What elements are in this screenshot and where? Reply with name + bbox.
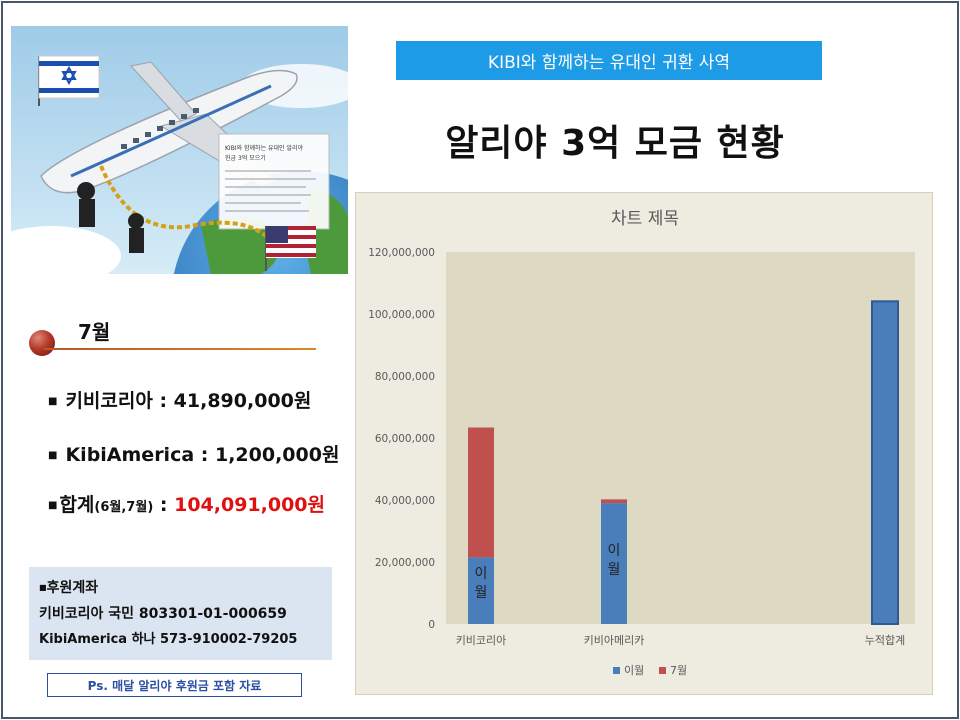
aliyah-illustration: KIBI와 함께하는 유대인 알리야 헌금 3억 모으기 (11, 26, 348, 274)
ministry-banner: KIBI와 함께하는 유대인 귀환 사역 (396, 41, 822, 80)
legend-swatch (659, 667, 666, 674)
svg-text:헌금 3억 모으기: 헌금 3억 모으기 (225, 154, 266, 162)
stat-america: ■ KibiAmerica : 1,200,000원 (48, 440, 339, 467)
y-tick-label: 0 (428, 619, 435, 631)
x-axis: 키비코리아 키비아메리카 누적합계 (456, 634, 906, 647)
usa-flag-icon (265, 226, 316, 271)
chart-title: 차트 제목 (611, 209, 679, 229)
stat-america-text: KibiAmerica : 1,200,000원 (65, 444, 340, 466)
note-box: Ps. 매달 알리야 후원금 포함 자료 (47, 673, 302, 697)
plot-area (446, 252, 915, 624)
bullet-icon: ■ (48, 396, 58, 407)
total-label: 합계 (59, 494, 95, 516)
y-tick-label: 40,000,000 (375, 495, 435, 507)
data-label: 이 (608, 543, 621, 559)
chart-svg: 차트 제목 0 20,000,000 40,000,000 60,000,000 80,… (368, 209, 915, 677)
data-label: 월 (608, 562, 621, 578)
legend-swatch (613, 667, 620, 674)
bar-이월 (871, 300, 899, 625)
x-tick-label: 누적합계 (865, 634, 905, 647)
account-america: KibiAmerica 하나 573-910002-79205 (39, 632, 298, 647)
total-value: 104,091,000원 (174, 494, 325, 516)
svg-text:KIBI와 함께하는 유대인 알리야: KIBI와 함께하는 유대인 알리야 (225, 144, 304, 152)
bullet-icon: ■ (39, 583, 47, 592)
bar-7월 (601, 499, 627, 504)
y-tick-label: 100,000,000 (368, 309, 435, 321)
y-tick-label: 80,000,000 (375, 371, 435, 383)
total-period: (6월,7월) (94, 500, 154, 515)
israel-flag-icon (38, 55, 100, 106)
legend-label: 이월 (624, 664, 644, 677)
donation-account-box: ■후원계좌 키비코리아 국민 803301-01-000659 KibiAmer… (29, 567, 332, 660)
bar-이월 (601, 503, 627, 624)
x-tick-label: 키비코리아 (456, 634, 507, 647)
y-tick-label: 20,000,000 (375, 557, 435, 569)
airplane-illustration: KIBI와 함께하는 유대인 알리야 헌금 3억 모으기 (11, 26, 348, 274)
y-axis: 0 20,000,000 40,000,000 60,000,000 80,000,00… (368, 247, 435, 631)
stat-korea-text: 키비코리아 : 41,890,000원 (65, 390, 312, 412)
y-tick-label: 60,000,000 (375, 433, 435, 445)
chart-legend: 이월 7월 (613, 664, 687, 677)
data-label: 월 (475, 585, 488, 601)
bar-이월 (468, 557, 494, 624)
y-tick-label: 120,000,000 (368, 247, 435, 259)
bullet-icon: ■ (48, 500, 58, 511)
month-underline (44, 348, 316, 350)
account-heading: ■후원계좌 (39, 575, 332, 601)
account-heading-text: 후원계좌 (46, 580, 99, 596)
stat-total: ■ 합계(6월,7월) : 104,091,000원 (48, 490, 325, 517)
month-marker-icon (29, 330, 55, 356)
fundraising-chart: 차트 제목 0 20,000,000 40,000,000 60,000,000 80,… (355, 192, 933, 695)
x-tick-label: 키비아메리카 (584, 634, 645, 647)
banner-text: KIBI와 함께하는 유대인 귀환 사역 (487, 53, 731, 73)
page-title: 알리야 3억 모금 현황 (445, 123, 785, 164)
month-label: 7월 (78, 320, 111, 344)
bar-7월 (468, 427, 494, 558)
total-separator: : (153, 494, 175, 516)
bullet-icon: ■ (48, 450, 58, 461)
stat-korea: ■ 키비코리아 : 41,890,000원 (48, 386, 311, 413)
legend-label: 7월 (670, 664, 687, 677)
account-korea: 키비코리아 국민 803301-01-000659 (39, 606, 287, 622)
data-label: 이 (475, 566, 488, 582)
